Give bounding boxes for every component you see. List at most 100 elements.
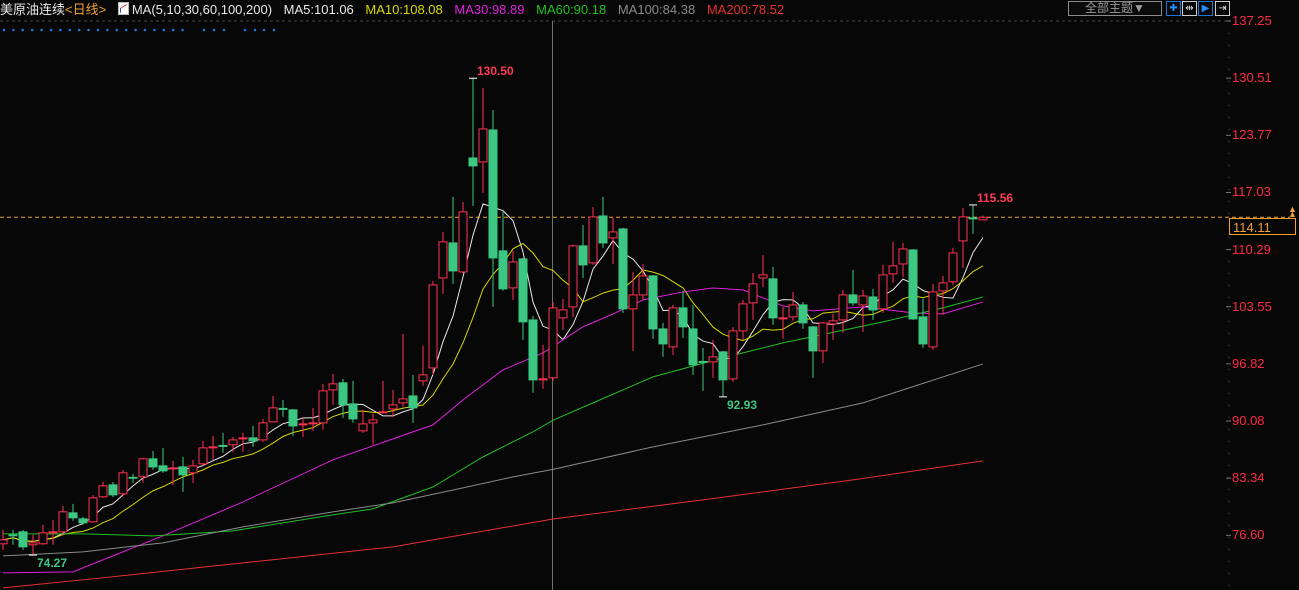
double-up-arrow-icon[interactable]: ▲ ▲ — [1288, 204, 1297, 219]
candle — [868, 288, 878, 320]
candle — [18, 529, 28, 550]
marker-dot — [202, 28, 206, 32]
candle — [498, 211, 508, 291]
candle — [778, 306, 788, 339]
candle-body — [398, 398, 408, 404]
candle-body — [518, 258, 528, 323]
candle-body — [48, 531, 58, 534]
candle-body — [328, 383, 338, 391]
candle-body — [68, 512, 78, 519]
candle-body — [98, 485, 108, 498]
candle — [668, 304, 678, 355]
candle — [968, 204, 978, 234]
candle-body — [88, 497, 98, 523]
legend-ma10: MA10:108.08 — [365, 2, 443, 17]
y-tick-label: 117.03 — [1232, 184, 1271, 200]
candle — [638, 263, 648, 300]
y-tick-label: 96.82 — [1232, 355, 1265, 371]
legend-ma100: MA100:84.38 — [617, 2, 696, 17]
move-right-icon[interactable]: ⇥ — [1215, 1, 1230, 16]
candle — [618, 227, 628, 313]
current-price-box: 114.11 — [1229, 218, 1296, 235]
candle-body — [768, 278, 778, 319]
ma-line-ma30 — [2, 287, 984, 574]
candle — [48, 519, 58, 545]
candle — [38, 524, 48, 545]
candle — [598, 196, 608, 248]
candle — [218, 432, 228, 453]
candle-body — [378, 411, 388, 414]
candle-body — [578, 245, 588, 266]
candle — [848, 269, 858, 306]
candle — [188, 459, 198, 483]
candle — [228, 436, 238, 452]
crosshair-icon[interactable]: ✚ — [1166, 1, 1181, 16]
candle-body — [718, 351, 728, 381]
candle-body — [838, 294, 848, 321]
candle — [0, 529, 8, 550]
candle — [78, 516, 88, 525]
candle — [398, 333, 408, 407]
candle-body — [618, 228, 628, 310]
indicator-chart-icon[interactable] — [117, 2, 129, 15]
candle — [918, 298, 928, 348]
marker-dot — [153, 28, 156, 32]
high-price-label: 115.56 — [977, 190, 1014, 205]
marker-dot — [162, 28, 166, 32]
candle — [338, 378, 348, 418]
marker-dot — [96, 28, 100, 32]
marker-dot — [134, 28, 137, 32]
marker-dot — [262, 28, 266, 32]
candle — [108, 481, 118, 498]
candle — [978, 215, 988, 221]
candle — [608, 217, 618, 264]
ma-params[interactable]: MA(5,10,30,60,100,200) — [131, 2, 273, 17]
candle — [518, 258, 528, 340]
candle — [418, 345, 428, 386]
candle-body — [758, 274, 768, 279]
candle — [358, 409, 368, 433]
candle — [328, 373, 338, 405]
candle — [688, 304, 698, 375]
candle-body — [38, 532, 48, 545]
legend-ma30: MA30:98.89 — [454, 2, 525, 17]
candle — [828, 313, 838, 340]
candle — [818, 321, 828, 363]
high-price-label: 130.50 — [477, 64, 514, 79]
y-tick-label: 76.60 — [1232, 527, 1265, 543]
candle — [898, 242, 908, 277]
ma-line-ma100 — [2, 363, 984, 557]
candle — [278, 399, 288, 417]
candle-body — [108, 484, 118, 496]
fit-range-icon[interactable]: ⇹ — [1182, 1, 1197, 16]
candle-body — [28, 542, 38, 546]
theme-dropdown[interactable]: 全部主题▼ — [1068, 1, 1162, 16]
candle-body — [268, 407, 278, 423]
symbol-name[interactable]: 美原油连续 — [0, 2, 66, 17]
candle — [758, 254, 768, 287]
candle — [858, 289, 868, 332]
candle — [258, 418, 268, 442]
y-tick-label: 90.08 — [1232, 413, 1265, 428]
chart-header: 美原油连续<日线> MA(5,10,30,60,100,200) MA5:101… — [0, 2, 792, 18]
candle-body — [348, 403, 358, 420]
candle — [308, 407, 318, 431]
candle-body — [368, 419, 378, 424]
candle-body — [318, 390, 328, 424]
candle-body — [128, 476, 138, 479]
candle — [478, 87, 488, 193]
marker-dot — [77, 28, 81, 32]
candle-body — [478, 128, 488, 163]
marker-dot — [59, 28, 62, 32]
candle-body — [938, 282, 948, 292]
candle — [288, 408, 298, 436]
period-label[interactable]: <日线> — [65, 2, 107, 17]
candle — [768, 266, 778, 325]
candle — [318, 383, 328, 430]
candle-body — [708, 356, 718, 363]
play-forward-icon[interactable]: ▶ — [1198, 1, 1213, 16]
y-tick-label: 130.51 — [1232, 70, 1272, 86]
candle — [238, 432, 248, 452]
candle — [658, 322, 668, 357]
